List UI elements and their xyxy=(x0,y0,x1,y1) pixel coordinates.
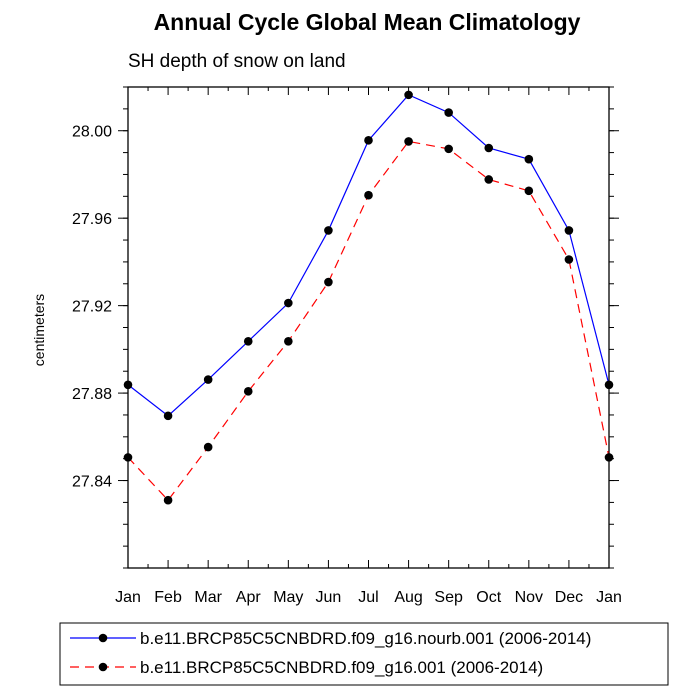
legend-box xyxy=(59,622,669,686)
y-tick-label: 27.92 xyxy=(72,299,112,316)
y-tick-label: 27.88 xyxy=(72,386,112,403)
x-tick-label: Jan xyxy=(596,589,622,606)
y-tick-label: 27.84 xyxy=(72,474,112,491)
legend-label: b.e11.BRCP85C5CNBDRD.f09_g16.001 (2006-2… xyxy=(140,658,543,677)
data-point xyxy=(364,190,373,200)
y-tick-label: 28.00 xyxy=(72,124,112,141)
y-tick-label: 27.96 xyxy=(72,211,112,228)
data-point xyxy=(484,143,494,153)
series-2 xyxy=(123,137,614,505)
chart-title: Annual Cycle Global Mean Climatology xyxy=(154,9,581,35)
data-point xyxy=(444,144,453,154)
y-axis-label: centimeters xyxy=(31,294,47,366)
legend: b.e11.BRCP85C5CNBDRD.f09_g16.nourb.001 (… xyxy=(70,629,591,677)
x-tick-label: Feb xyxy=(154,589,182,606)
x-tick-label: Jan xyxy=(115,589,141,606)
data-point xyxy=(243,336,253,346)
data-point xyxy=(484,175,494,184)
series-layer xyxy=(123,90,614,505)
data-point xyxy=(203,442,213,452)
axis-tick-labels: Jan Feb Mar Apr May Jun Jul Aug Sep Oct Nov Dec Jan 2… xyxy=(72,124,622,606)
data-point xyxy=(123,380,133,390)
series-1 xyxy=(123,90,614,421)
chart-subtitle: SH depth of snow on land xyxy=(128,51,346,72)
x-tick-label: Oct xyxy=(476,589,501,606)
legend-marker xyxy=(98,662,108,672)
data-point xyxy=(203,375,213,384)
data-point xyxy=(364,136,373,145)
data-point xyxy=(604,453,614,462)
x-tick-label: Jun xyxy=(316,589,342,606)
data-point xyxy=(284,298,293,308)
x-tick-label: Sep xyxy=(434,589,463,606)
data-point xyxy=(524,154,534,164)
data-point xyxy=(444,108,453,117)
data-point xyxy=(604,380,614,390)
data-point xyxy=(564,226,574,235)
data-point xyxy=(163,411,173,421)
x-tick-label: Dec xyxy=(555,589,583,606)
legend-label: b.e11.BRCP85C5CNBDRD.f09_g16.nourb.001 (… xyxy=(140,629,591,648)
data-point xyxy=(324,277,333,287)
data-point xyxy=(404,90,413,100)
data-point xyxy=(524,186,534,196)
x-tick-label: Jul xyxy=(358,589,378,606)
data-point xyxy=(284,336,293,346)
x-tick-label: Aug xyxy=(394,589,422,606)
data-point xyxy=(163,495,173,505)
x-tick-label: May xyxy=(273,589,303,606)
x-tick-label: Mar xyxy=(194,589,222,606)
data-point xyxy=(324,226,333,235)
legend-item-2: b.e11.BRCP85C5CNBDRD.f09_g16.001 (2006-2… xyxy=(70,658,543,677)
data-point xyxy=(564,255,574,264)
legend-item-1: b.e11.BRCP85C5CNBDRD.f09_g16.nourb.001 (… xyxy=(70,629,591,648)
legend-marker xyxy=(98,633,108,643)
plot-frame xyxy=(127,86,610,569)
axis-ticks xyxy=(118,86,619,569)
x-tick-label: Nov xyxy=(515,589,543,606)
data-point xyxy=(243,387,253,396)
data-point xyxy=(123,453,133,462)
x-tick-label: Apr xyxy=(236,589,262,606)
data-point xyxy=(404,137,413,146)
